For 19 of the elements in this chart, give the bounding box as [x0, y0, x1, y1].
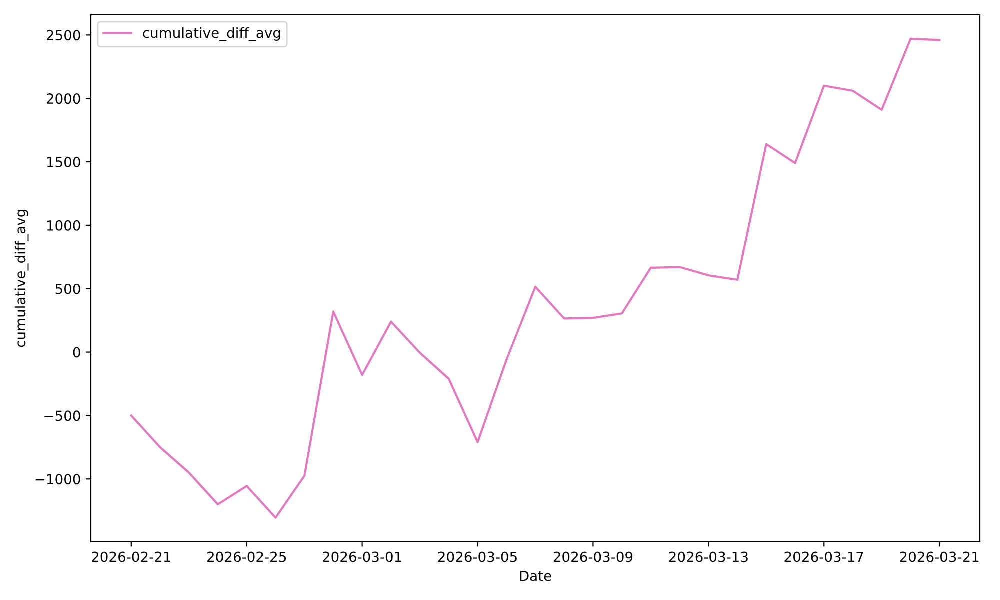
legend-label: cumulative_diff_avg [143, 28, 280, 42]
y-tick-label: 2000 [46, 94, 80, 104]
x-axis-title: Date [520, 570, 552, 582]
y-tick-label: 1000 [47, 220, 80, 231]
y-tick-label: 1500 [47, 156, 80, 168]
x-tick-label: 2026-03-13 [669, 552, 748, 562]
x-tick-label: 2026-02-25 [208, 552, 286, 562]
x-tick-label: 2026-03-17 [784, 552, 864, 562]
x-tick-label: 2026-03-09 [554, 552, 633, 562]
y-tick-label: 2500 [46, 30, 80, 41]
x-tick-label: 2026-03-01 [322, 552, 402, 562]
x-tick-label: 2026-02-21 [92, 552, 170, 562]
y-tick-label: −1000 [36, 474, 80, 485]
y-axis-title: cumulative_diff_avg [14, 210, 29, 348]
x-tick-label: 2026-03-05 [438, 552, 517, 562]
x-tick-label: 2026-03-21 [900, 552, 979, 562]
y-tick-label: −500 [44, 410, 80, 422]
y-tick-label: 500 [56, 284, 80, 294]
y-tick-label: 0 [73, 347, 80, 358]
